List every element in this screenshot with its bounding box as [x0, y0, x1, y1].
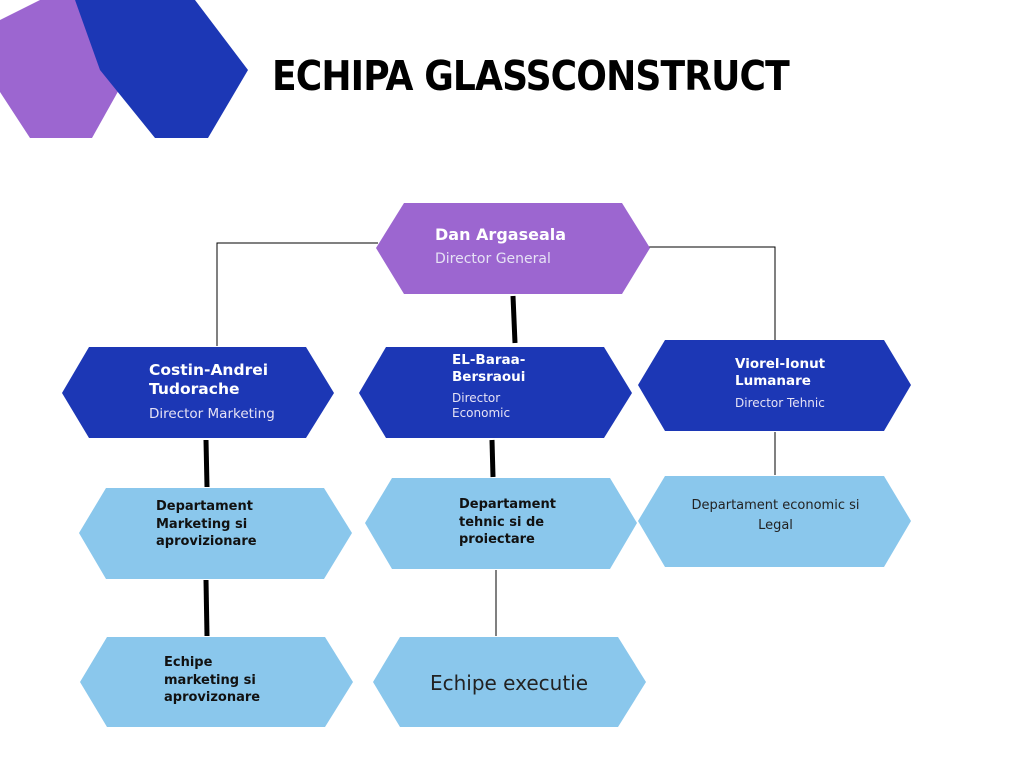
hex-team-executie [373, 637, 646, 727]
page-title: ECHIPA GLASSCONSTRUCT [272, 52, 790, 100]
connector-lines [203, 242, 776, 637]
hex-director-tehnic [638, 340, 911, 431]
hex-team-marketing [80, 637, 353, 727]
director-tehnic-label: Viorel-Ionut Lumanare Director Tehnic [735, 356, 835, 411]
director-name: EL-Baraa-Bersraoui [452, 352, 526, 385]
general-director-role: Director General [435, 251, 551, 267]
hex-general-director [376, 203, 650, 294]
decor-blue-shape [75, 0, 248, 138]
hex-director-marketing [62, 347, 334, 438]
dept-marketing-label: Departament Marketing si aprovizionare [156, 499, 257, 550]
director-name: Costin-Andrei Tudorache [149, 361, 269, 399]
hex-director-economic [359, 347, 632, 438]
hex-dept-economic [638, 476, 911, 567]
director-role: Director Tehnic [735, 395, 825, 410]
team-executie-label: Echipe executie [429, 671, 589, 695]
director-role: Director Marketing [149, 405, 275, 422]
hex-dept-tehnic [365, 478, 637, 569]
director-economic-label: EL-Baraa-Bersraoui Director Economic [452, 352, 542, 421]
general-director-label: Dan Argaseala Director General [435, 225, 625, 269]
team-marketing-label: Echipe marketing si aprovizonare [164, 655, 261, 706]
general-director-name: Dan Argaseala [435, 225, 567, 244]
director-role: Director Economic [452, 390, 511, 420]
dept-tehnic-label: Departament tehnic si de proiectare [459, 497, 556, 548]
hex-dept-marketing [79, 488, 352, 579]
director-marketing-label: Costin-Andrei Tudorache Director Marketi… [149, 361, 279, 423]
dept-economic-label: Departament economic si Legal [691, 498, 860, 534]
director-name: Viorel-Ionut Lumanare [735, 356, 826, 389]
